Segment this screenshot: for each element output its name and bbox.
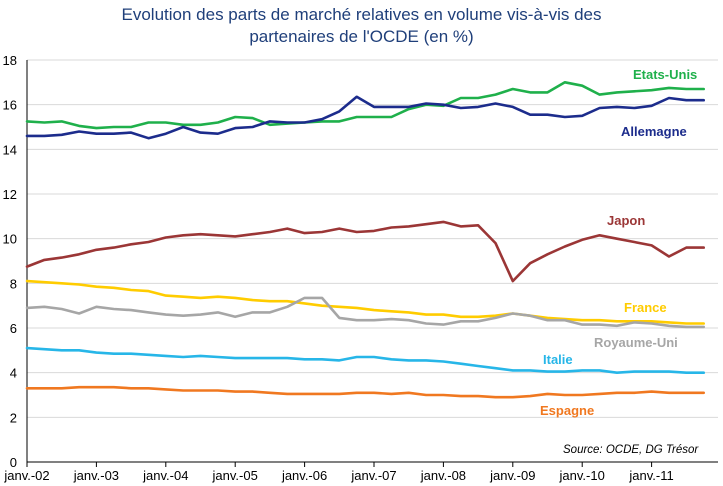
y-tick-label: 8 — [10, 276, 17, 291]
gridlines — [27, 59, 718, 418]
series-line-espagne — [25, 385, 706, 399]
series-label-etats-unis: Etats-Unis — [633, 67, 697, 82]
y-tick-label: 14 — [3, 142, 17, 157]
series-line-japon — [25, 220, 706, 283]
series-label-japon: Japon — [607, 213, 645, 228]
series-label-italie: Italie — [543, 352, 573, 367]
x-tick-label: janv.-03 — [73, 468, 119, 483]
series-line-italie — [25, 346, 706, 375]
series-labels: Etats-Unis Allemagne Japon France Royaum… — [540, 67, 697, 418]
x-tick-label: janv.-11 — [628, 468, 673, 483]
y-tick-label: 10 — [3, 232, 17, 247]
x-tick-label: janv.-10 — [559, 468, 605, 483]
axes: 0 2 4 6 8 10 12 14 16 18 janv.-02 janv.-03 janv.-04 j… — [3, 53, 718, 483]
y-tick-label: 4 — [10, 366, 17, 381]
series-line-etats-unis — [25, 81, 706, 130]
chart-title-line-1: Evolution des parts de marché relatives … — [121, 5, 602, 24]
x-tick-label: janv.-08 — [420, 468, 466, 483]
series-label-espagne: Espagne — [540, 403, 594, 418]
x-tick-label: janv.-06 — [281, 468, 327, 483]
x-tick-label: janv.-02 — [3, 468, 49, 483]
y-tick-label: 12 — [3, 187, 17, 202]
y-tick-label: 6 — [10, 321, 17, 336]
x-tick-label: janv.-04 — [142, 468, 188, 483]
series-label-france: France — [624, 300, 667, 315]
series-line-royaume-uni — [25, 296, 706, 329]
y-tick-label: 0 — [10, 455, 17, 470]
series-line-allemagne — [25, 95, 706, 140]
series-label-royaume-uni: Royaume-Uni — [594, 335, 678, 350]
chart-title-line-2: partenaires de l'OCDE (en %) — [249, 27, 474, 46]
chart-title: Evolution des parts de marché relatives … — [0, 4, 723, 48]
y-tick-label: 2 — [10, 410, 17, 425]
series-lines — [25, 81, 706, 399]
series-label-allemagne: Allemagne — [621, 124, 687, 139]
y-tick-label: 18 — [3, 53, 17, 68]
x-tick-label: janv.-07 — [350, 468, 396, 483]
x-tick-label: janv.-09 — [489, 468, 535, 483]
y-tick-label: 16 — [3, 98, 17, 113]
x-tick-label: janv.-05 — [212, 468, 258, 483]
series-line-france — [25, 279, 706, 325]
source-note: Source: OCDE, DG Trésor — [563, 444, 699, 456]
